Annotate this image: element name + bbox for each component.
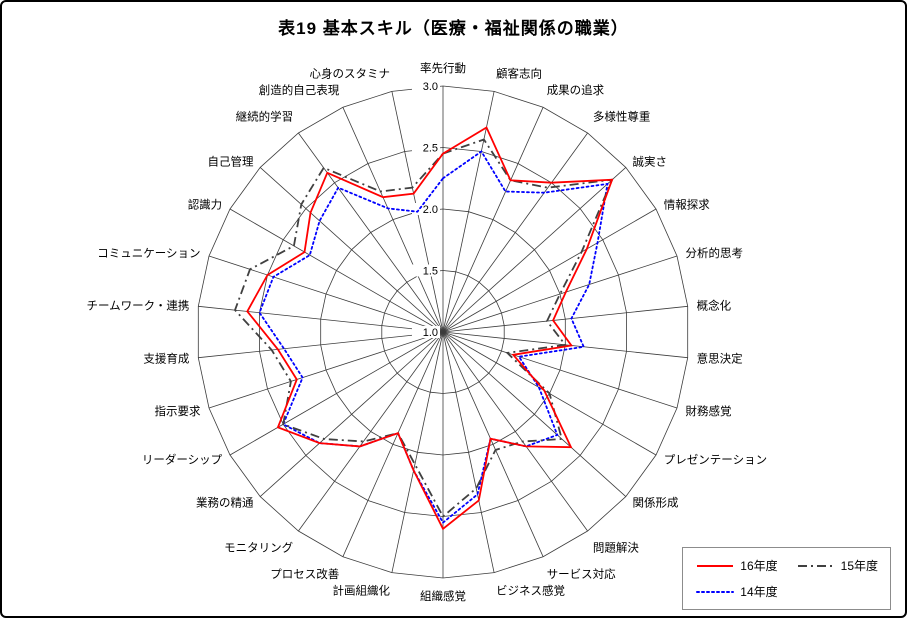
category-label: モニタリング [224,540,293,554]
category-label: 概念化 [697,298,732,312]
category-label: 財務感覚 [686,404,732,418]
chart-title: 表19 基本スキル（医療・福祉関係の職業） [278,19,629,38]
category-label: 心身のスタミナ [310,67,391,81]
category-label: リーダーシップ [142,453,223,467]
category-label: ビジネス感覚 [496,583,565,597]
category-label: サービス対応 [547,567,616,581]
category-label: 自己管理 [208,154,254,168]
category-label: 意思決定 [697,352,743,366]
category-label: 指示要求 [155,404,201,418]
radial-tick-label: 1.0 [423,327,438,339]
category-label: コミュニケーション [97,247,200,260]
radial-tick-label-bg [412,264,440,277]
radial-tick-label: 3.0 [423,81,438,93]
category-label: 誠実さ [633,154,668,168]
legend-item-year15: 15年度 [796,557,878,574]
radial-tick-label: 1.5 [423,266,438,278]
category-label: 組織感覚 [420,589,466,603]
category-label: 顧客志向 [496,67,542,81]
category-label: 分析的思考 [686,246,744,260]
legend-item-year16: 16年度 [695,557,778,574]
series-line-14年度 [258,150,609,524]
radar-grid-ring [197,85,689,579]
category-label: 成果の追求 [547,83,605,97]
category-label: 業務の精通 [196,496,254,510]
radar-grid-ring [381,270,505,394]
legend-label: 14年度 [740,585,778,599]
category-label: プレゼンテーション [664,454,767,467]
category-label: チームワーク・連携 [86,298,189,312]
legend-line-sample-solid [697,564,734,567]
series-line-15年度 [233,138,614,518]
radar-grid-ring [320,208,566,456]
chart-legend: 16年度 15年度 14年度 [682,547,891,610]
category-label: 多様性尊重 [593,110,651,124]
legend-label: 15年度 [840,559,878,573]
legend-line-sample-dashdot [797,564,834,567]
legend-line-sample-dotted [696,590,735,593]
radial-tick-label-bg [412,203,440,215]
radial-tick-label: 2.0 [423,204,438,216]
legend-label: 16年度 [740,559,778,573]
category-label: 関係形成 [633,497,679,510]
legend-item-year14: 14年度 [695,583,778,600]
category-label: 率先行動 [420,61,466,75]
radial-tick-label-bg [412,141,440,154]
category-label: 創造的自己表現 [259,83,340,97]
category-label: 継続的学習 [236,110,294,124]
category-label: プロセス改善 [270,567,339,581]
radial-tick-label: 2.5 [423,143,438,155]
radial-tick-label-bg [412,326,440,338]
category-label: 問題解決 [593,540,639,554]
category-label: 認識力 [188,198,223,212]
category-label: 情報探求 [664,198,710,212]
category-label: 計画組織化 [333,583,391,597]
category-label: 支援育成 [143,352,189,366]
series-line-16年度 [246,126,614,531]
radial-tick-label-bg [412,80,440,92]
